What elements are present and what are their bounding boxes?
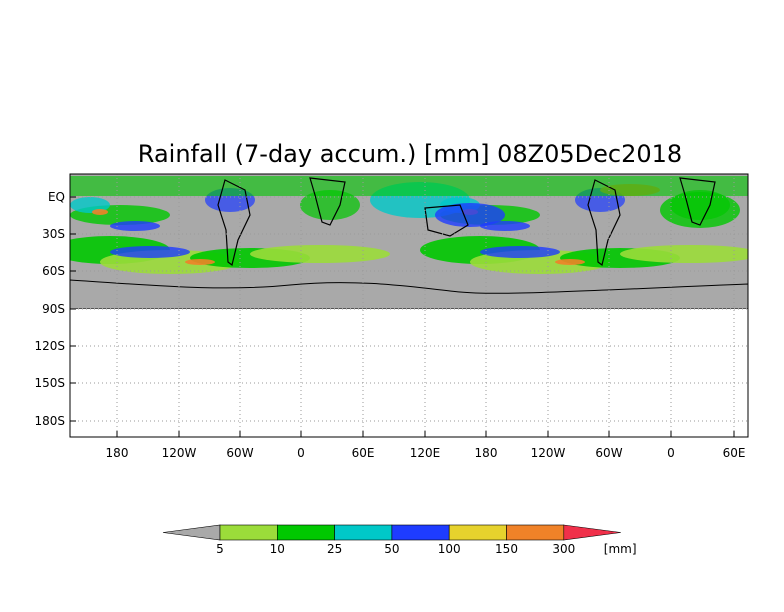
colorbar-label: 150 <box>495 542 518 556</box>
colorbar-label: 10 <box>270 542 285 556</box>
continent-outline <box>587 179 621 267</box>
lat-tick-label: EQ <box>48 190 65 204</box>
colorbar-label: 300 <box>552 542 575 556</box>
lon-tick-label: 60W <box>226 446 253 460</box>
colorbar-label: 25 <box>327 542 342 556</box>
rain-band <box>70 176 748 196</box>
lon-tick-label: 0 <box>297 446 305 460</box>
colorbar-unit: [mm] <box>604 542 637 556</box>
antarctica-coastline <box>70 279 748 309</box>
colorbar-over-triangle <box>563 524 621 541</box>
rain-band <box>185 259 215 265</box>
lon-tick-label: 120E <box>410 446 441 460</box>
lat-tick-label: 30S <box>42 227 65 241</box>
lon-tick-label: 60E <box>723 446 746 460</box>
continent-outline <box>309 177 346 226</box>
map-title: Rainfall (7-day accum.) [mm] 08Z05Dec201… <box>137 140 683 168</box>
lat-tick-label: 120S <box>34 339 65 353</box>
rain-band <box>555 259 585 265</box>
rain-band <box>92 209 108 215</box>
colorbar-segment <box>506 524 565 541</box>
colorbar-label: 50 <box>384 542 399 556</box>
continent-outline <box>217 179 251 267</box>
lon-tick-label: 60E <box>352 446 375 460</box>
lat-tick-label: 180S <box>34 414 65 428</box>
colorbar-label: 100 <box>438 542 461 556</box>
colorbar-segment <box>219 524 278 541</box>
lat-tick-label: 60S <box>42 264 65 278</box>
rain-band <box>250 245 390 263</box>
colorbar-under-triangle <box>162 524 221 541</box>
latitude-axis: EQ 30S 60S 90S 120S 150S 180S <box>34 190 76 428</box>
lon-tick-label: 120W <box>531 446 566 460</box>
lon-tick-label: 180 <box>106 446 129 460</box>
rainfall-field <box>70 176 748 309</box>
continent-outline <box>679 177 716 226</box>
lat-tick-label: 150S <box>34 376 65 390</box>
colorbar-segment <box>448 524 507 541</box>
rain-band <box>480 246 560 258</box>
colorbar-segment <box>276 524 335 541</box>
colorbar: 5 10 25 50 100 150 300 [mm] <box>162 524 637 556</box>
lon-tick-label: 0 <box>667 446 675 460</box>
colorbar-segment <box>334 524 393 541</box>
lon-tick-label: 180 <box>475 446 498 460</box>
longitude-axis: 180 120W 60W 0 60E 120E 180 120W 60W 0 60E <box>106 431 746 460</box>
lat-tick-label: 90S <box>42 302 65 316</box>
rain-band <box>110 246 190 258</box>
lon-tick-label: 120W <box>162 446 197 460</box>
rain-band <box>660 192 740 228</box>
continent-outline <box>424 204 469 237</box>
lon-tick-label: 60W <box>595 446 622 460</box>
rain-band <box>110 221 160 231</box>
rain-band <box>620 245 748 263</box>
colorbar-label: 5 <box>216 542 224 556</box>
colorbar-segment <box>391 524 450 541</box>
rain-band <box>435 203 505 227</box>
grid-lines <box>70 174 748 437</box>
map-frame <box>69 173 749 438</box>
